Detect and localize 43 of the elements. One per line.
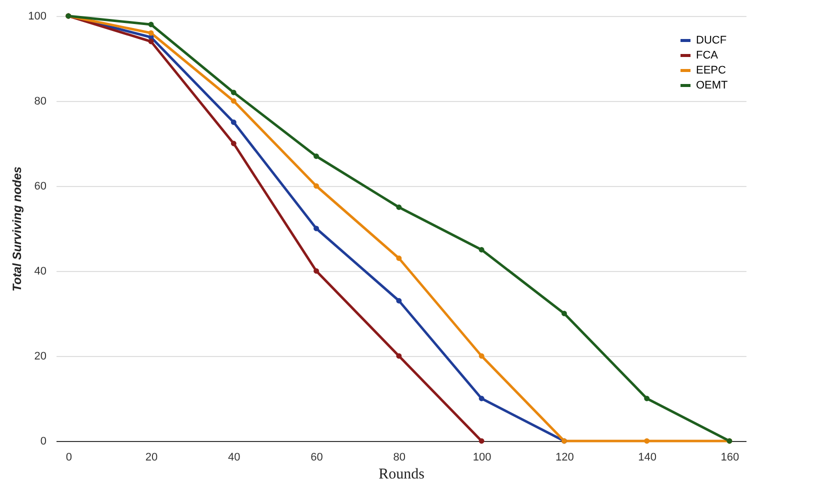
y-tick-label: 80 xyxy=(34,96,46,108)
point xyxy=(644,438,650,444)
x-tick-label: 160 xyxy=(720,452,740,464)
point xyxy=(230,120,236,125)
y-tick-label: 0 xyxy=(40,436,46,448)
y-axis-title: Total Surviving nodes xyxy=(10,166,24,292)
point xyxy=(396,298,402,304)
point xyxy=(230,140,236,146)
point xyxy=(314,154,320,159)
point xyxy=(478,438,484,444)
point xyxy=(148,38,154,44)
point xyxy=(561,310,567,316)
legend-label: EEPC xyxy=(696,64,726,76)
x-tick-label: 80 xyxy=(393,452,406,464)
y-tick-label: 60 xyxy=(34,180,46,192)
point xyxy=(148,22,154,28)
point xyxy=(396,353,402,359)
point xyxy=(148,30,154,36)
point xyxy=(478,353,484,359)
point xyxy=(230,90,236,96)
legend-label: FCA xyxy=(696,50,719,62)
x-tick-label: 0 xyxy=(66,452,72,464)
point xyxy=(396,204,402,210)
x-tick-label: 60 xyxy=(310,452,323,464)
x-axis-title: Rounds xyxy=(378,466,425,482)
y-tick-label: 20 xyxy=(34,350,46,362)
x-tick-label: 100 xyxy=(472,452,492,464)
point xyxy=(314,268,320,274)
point xyxy=(314,183,320,189)
x-tick-label: 20 xyxy=(145,452,158,464)
x-tick-label: 120 xyxy=(556,452,574,464)
x-tick-label: 40 xyxy=(228,452,240,464)
y-tick-label: 100 xyxy=(28,10,46,22)
point xyxy=(230,98,236,104)
legend-label: OEMT xyxy=(696,80,728,92)
legend-label: DUCF xyxy=(696,34,727,46)
point xyxy=(478,247,484,252)
point xyxy=(314,226,320,232)
point xyxy=(396,256,402,261)
point xyxy=(478,396,484,402)
y-tick-label: 40 xyxy=(34,266,46,278)
point xyxy=(644,396,650,402)
x-tick-label: 140 xyxy=(638,452,657,464)
